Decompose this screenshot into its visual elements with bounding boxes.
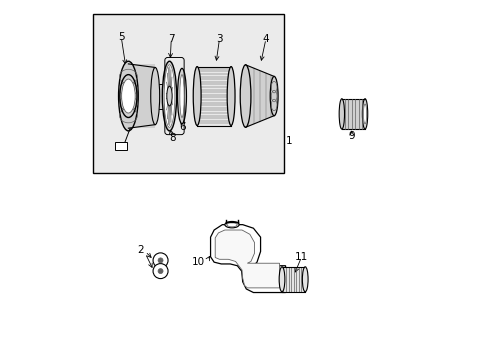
Bar (197, 67, 231, 126)
Ellipse shape (193, 67, 201, 126)
Circle shape (153, 264, 168, 279)
Text: 10: 10 (191, 257, 204, 267)
Ellipse shape (164, 65, 175, 127)
Circle shape (158, 269, 163, 274)
Bar (153, 84, 167, 109)
Text: 3: 3 (216, 34, 223, 44)
Circle shape (158, 258, 163, 263)
Text: 7: 7 (167, 34, 174, 44)
Ellipse shape (227, 67, 235, 126)
Text: 11: 11 (294, 252, 307, 262)
Ellipse shape (224, 221, 239, 228)
Polygon shape (210, 225, 285, 293)
Circle shape (153, 253, 168, 268)
FancyBboxPatch shape (115, 143, 127, 150)
Bar (282, 267, 305, 292)
Ellipse shape (270, 76, 278, 116)
Ellipse shape (122, 79, 135, 113)
Ellipse shape (226, 222, 237, 227)
Bar (93, 14, 283, 173)
Ellipse shape (240, 65, 250, 127)
Ellipse shape (150, 67, 160, 125)
Ellipse shape (302, 267, 307, 292)
Text: 5: 5 (118, 32, 124, 42)
Ellipse shape (180, 75, 184, 117)
Ellipse shape (363, 104, 366, 124)
Text: 2: 2 (137, 245, 143, 255)
Ellipse shape (177, 68, 186, 124)
Text: 1: 1 (285, 136, 292, 146)
Text: 4: 4 (262, 34, 269, 44)
Text: 8: 8 (169, 133, 175, 143)
Bar (128, 64, 155, 128)
Ellipse shape (162, 61, 176, 131)
Bar (341, 99, 365, 129)
Ellipse shape (166, 86, 172, 106)
Text: 9: 9 (347, 131, 354, 141)
Polygon shape (215, 230, 279, 288)
Text: 6: 6 (180, 122, 186, 132)
Ellipse shape (279, 267, 285, 292)
Ellipse shape (362, 99, 367, 129)
Ellipse shape (118, 61, 138, 131)
Polygon shape (245, 65, 274, 127)
Ellipse shape (339, 99, 344, 129)
